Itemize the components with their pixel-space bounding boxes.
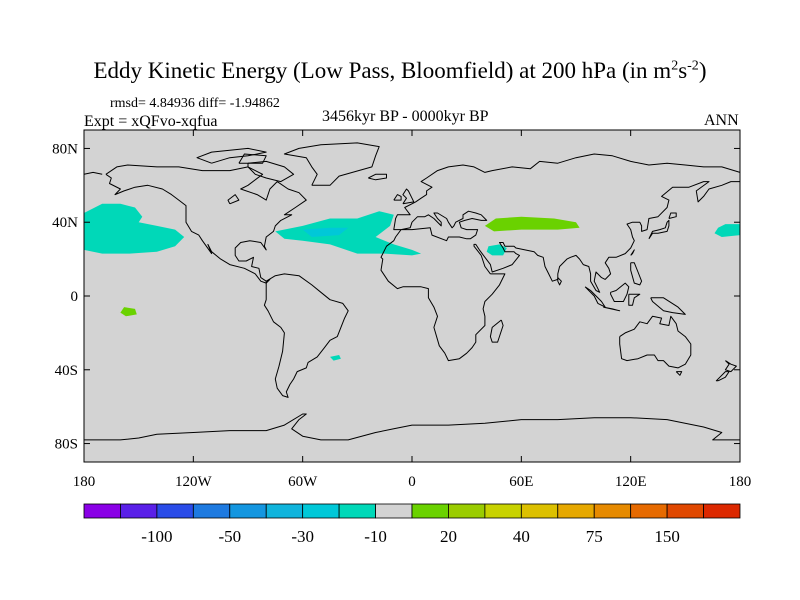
colorbar-swatch	[630, 503, 668, 519]
coastlines	[83, 142, 741, 441]
lat-tick-label: 80S	[55, 437, 78, 453]
coastline-segment	[630, 262, 643, 286]
lat-tick-label: 0	[71, 289, 79, 305]
coastline-segment	[648, 219, 670, 240]
lon-tick-label: 120W	[175, 474, 213, 490]
coastline-segment	[610, 282, 630, 302]
coastline-segment	[368, 173, 387, 181]
colorbar-swatch	[229, 503, 267, 519]
coastline-segment	[724, 360, 737, 373]
lat-tick-label: 40N	[52, 215, 78, 231]
stats-line: rmsd= 4.84936 diff= -1.94862	[110, 96, 280, 111]
coastline-segment	[668, 212, 677, 219]
coastline-segment	[603, 306, 621, 312]
coastline-segment	[628, 293, 641, 306]
colorbar-swatch	[156, 503, 194, 519]
lat-tick-label: 80N	[52, 141, 78, 157]
lon-tick-label: 120E	[615, 474, 647, 490]
coastline-segment	[247, 160, 295, 183]
colorbar-label: -50	[218, 527, 241, 546]
coastline-segment	[84, 413, 740, 441]
colorbar-label: 20	[440, 527, 457, 546]
plot-title: Eddy Kinetic Energy (Low Pass, Bloomfiel…	[93, 58, 707, 83]
coastline-segment	[380, 210, 506, 362]
colorbar-swatch	[484, 503, 522, 519]
anomaly-region-north-pacific-west	[714, 224, 740, 237]
coastline-segment	[393, 194, 402, 201]
colorbar-swatch	[83, 503, 121, 519]
colorbar-swatch	[666, 503, 704, 519]
lon-tick-label: 180	[729, 474, 752, 490]
anomaly-region-south-pacific-patch	[120, 307, 137, 317]
coastline-segment	[263, 273, 349, 398]
period-label: 3456kyr BP - 0000kyr BP	[322, 108, 489, 125]
colorbar-swatch	[192, 503, 231, 519]
coastline-segment	[650, 297, 686, 315]
lon-tick-label: 60W	[288, 474, 318, 490]
coastline-segment	[402, 188, 415, 205]
anomaly-region-north-pacific-east	[84, 203, 185, 254]
colorbar-swatch	[411, 503, 449, 519]
coastline-segment	[675, 371, 683, 376]
colorbar-swatch	[265, 503, 304, 519]
colorbar-label: -10	[364, 527, 387, 546]
colorbar-swatch	[593, 503, 632, 519]
anomaly-regions	[84, 203, 740, 361]
coastline-segment	[489, 319, 504, 343]
coastline-segment	[196, 147, 267, 164]
coastline-segment	[630, 249, 635, 256]
colorbar-label: 40	[513, 527, 530, 546]
coastline-segment	[83, 171, 103, 175]
coastline-segment	[227, 194, 240, 205]
lon-tick-label: 0	[408, 474, 416, 490]
experiment-label: Expt = xQFvo-xqfua	[84, 113, 218, 130]
colorbar-swatch	[557, 503, 595, 519]
season-label: ANN	[704, 112, 739, 129]
colorbar-label: 75	[586, 527, 603, 546]
coastline-segment	[238, 153, 267, 164]
coastline-segment	[557, 277, 562, 286]
colorbar-swatch	[448, 503, 486, 519]
axis-ticks: 80N 40N 0 40S 80S 180 120W 60W 0 60E 120E 180	[52, 130, 751, 490]
coastline-segment	[619, 315, 692, 369]
colorbar-swatch	[338, 503, 376, 519]
colorbar: -100 -50 -30 -10 20 40 75 150	[83, 503, 741, 546]
colorbar-swatch	[520, 503, 559, 519]
lat-tick-label: 40S	[55, 363, 78, 379]
anomaly-region-south-atlantic-patch	[330, 355, 341, 361]
anomaly-region-north-atlantic-core	[302, 227, 349, 237]
colorbar-label: -30	[291, 527, 314, 546]
colorbar-swatch	[302, 503, 340, 519]
coastline-segment	[473, 181, 740, 293]
colorbar-swatch	[375, 503, 413, 519]
colorbar-swatch	[703, 503, 741, 519]
anomaly-region-arabian-patch	[486, 244, 507, 256]
colorbar-label: 150	[654, 527, 680, 546]
lon-tick-label: 180	[73, 474, 96, 490]
lon-tick-label: 60E	[509, 474, 533, 490]
colorbar-swatch	[120, 503, 158, 519]
coastline-segment	[715, 371, 730, 382]
anomaly-region-central-asia	[484, 216, 580, 232]
coastline-segment	[393, 153, 741, 231]
coastline-segment	[105, 164, 307, 284]
colorbar-label: -100	[141, 527, 172, 546]
anomaly-region-north-atlantic	[275, 211, 422, 256]
map-background	[84, 130, 740, 462]
coastline-segment	[283, 142, 380, 186]
